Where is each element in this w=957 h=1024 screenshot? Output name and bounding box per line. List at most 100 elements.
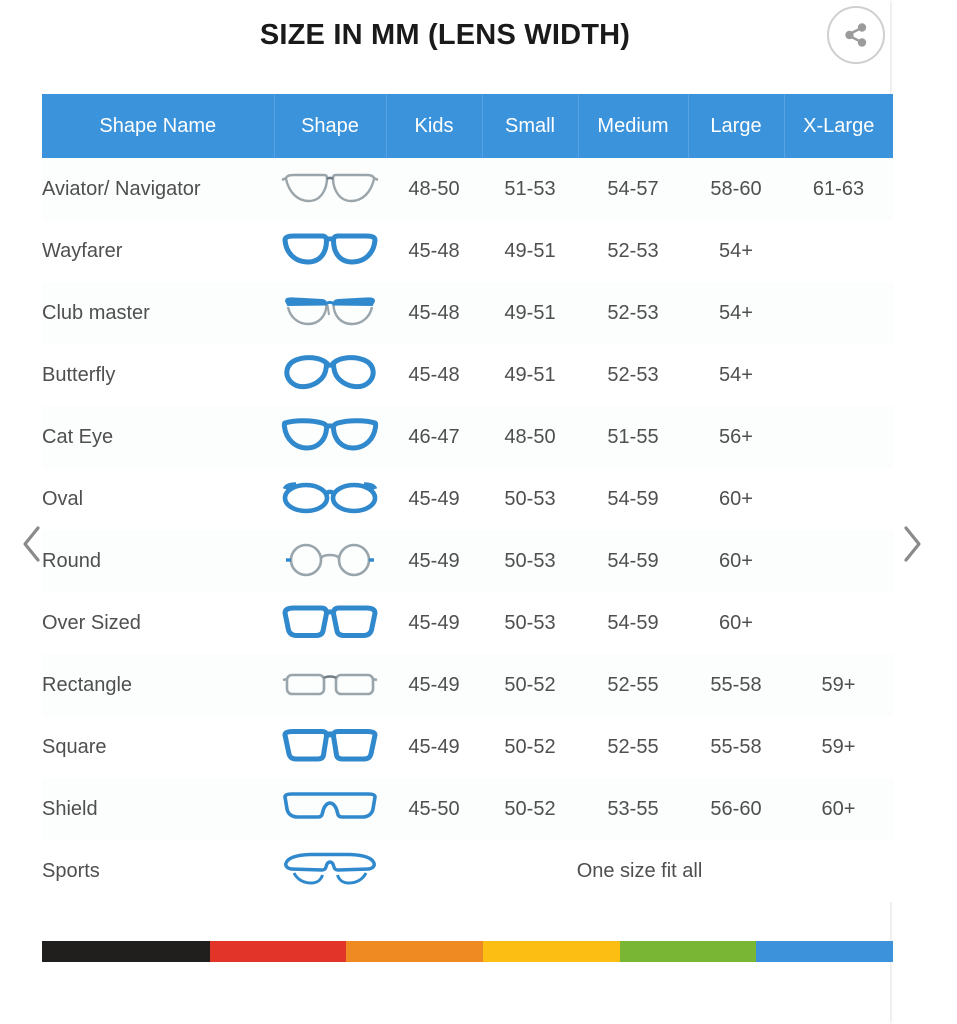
cell-medium: 54-59 (578, 530, 688, 592)
cell-shape-name: Butterfly (42, 344, 274, 406)
cell-xlarge (784, 344, 893, 406)
cell-medium: 52-53 (578, 220, 688, 282)
table-row: Sports One size fit all (42, 840, 893, 902)
column-header-large: Large (688, 94, 785, 158)
cell-small: 51-53 (482, 158, 578, 220)
color-segment-orange (346, 941, 484, 962)
cell-large: 56-60 (688, 778, 784, 840)
cell-kids: 48-50 (386, 158, 482, 220)
cell-shape-icon (274, 468, 386, 530)
oval-glasses-icon (282, 482, 378, 514)
table-row: Cat Eye 46-47 48-50 51-55 56+ (42, 406, 893, 468)
cell-shape-name: Square (42, 716, 274, 778)
cell-xlarge (784, 592, 893, 654)
table-header-row: Shape Name Shape Kids Small Medium Large… (42, 94, 893, 158)
cell-one-size-fit-all: One size fit all (386, 840, 893, 902)
cell-medium: 52-55 (578, 654, 688, 716)
cell-medium: 52-53 (578, 344, 688, 406)
cell-small: 50-53 (482, 530, 578, 592)
cell-xlarge: 59+ (784, 654, 893, 716)
cell-small: 49-51 (482, 282, 578, 344)
cell-kids: 45-49 (386, 530, 482, 592)
cell-shape-icon (274, 406, 386, 468)
cell-large: 60+ (688, 468, 784, 530)
table-row: Rectangle 45-49 50-52 52 (42, 654, 893, 716)
cell-kids: 45-48 (386, 344, 482, 406)
size-chart-table: Shape Name Shape Kids Small Medium Large… (42, 94, 893, 902)
cell-shape-icon (274, 778, 386, 840)
cell-xlarge: 59+ (784, 716, 893, 778)
square-glasses-icon (282, 729, 378, 762)
cell-medium: 54-57 (578, 158, 688, 220)
table-row: Shield 45-50 50-52 53-55 56-60 60+ (42, 778, 893, 840)
cell-shape-icon (274, 282, 386, 344)
size-chart-card: SIZE IN MM (LENS WIDTH) Shape Name Shape… (42, 6, 893, 962)
table-row: Round 45-49 50-53 (42, 530, 893, 592)
cell-shape-icon (274, 716, 386, 778)
cell-kids: 45-48 (386, 282, 482, 344)
cell-medium: 54-59 (578, 592, 688, 654)
cell-small: 48-50 (482, 406, 578, 468)
color-segment-black (42, 941, 210, 962)
color-segment-blue (756, 941, 893, 962)
cell-xlarge (784, 468, 893, 530)
cell-shape-icon (274, 530, 386, 592)
table-row: Wayfarer 45-48 49-51 52-53 54+ (42, 220, 893, 282)
column-header-xlarge: X-Large (784, 94, 893, 158)
cell-small: 50-53 (482, 468, 578, 530)
cell-xlarge (784, 220, 893, 282)
cell-large: 55-58 (688, 716, 784, 778)
page-title: SIZE IN MM (LENS WIDTH) (259, 19, 631, 51)
cell-small: 50-52 (482, 716, 578, 778)
cell-large: 54+ (688, 344, 784, 406)
table-row: Club master (42, 282, 893, 344)
cell-shape-name: Aviator/ Navigator (42, 158, 274, 220)
color-segment-red (209, 941, 347, 962)
cell-shape-icon (274, 592, 386, 654)
cateye-glasses-icon (281, 418, 379, 451)
chevron-left-icon (23, 526, 40, 562)
cell-small: 50-52 (482, 778, 578, 840)
carousel-prev-button[interactable] (8, 520, 56, 568)
cell-shape-icon (274, 344, 386, 406)
share-button[interactable] (827, 6, 885, 64)
table-row: Aviator/ Navigator 48-50 51-53 (42, 158, 893, 220)
cell-kids: 45-49 (386, 592, 482, 654)
table-body: Aviator/ Navigator 48-50 51-53 (42, 158, 893, 902)
cell-shape-name: Rectangle (42, 654, 274, 716)
cell-xlarge: 60+ (784, 778, 893, 840)
cell-large: 55-58 (688, 654, 784, 716)
cell-medium: 53-55 (578, 778, 688, 840)
cell-xlarge (784, 530, 893, 592)
oversized-glasses-icon (282, 605, 378, 638)
column-header-kids: Kids (386, 94, 483, 158)
cell-shape-icon (274, 220, 386, 282)
column-header-small: Small (482, 94, 579, 158)
cell-kids: 45-48 (386, 220, 482, 282)
cell-large: 58-60 (688, 158, 784, 220)
cell-medium: 54-59 (578, 468, 688, 530)
table-row: Over Sized 45-49 50-53 54-59 60 (42, 592, 893, 654)
cell-shape-name: Cat Eye (42, 406, 274, 468)
cell-shape-name: Wayfarer (42, 220, 274, 282)
cell-shape-name: Round (42, 530, 274, 592)
cell-shape-name: Oval (42, 468, 274, 530)
cell-shape-name: Shield (42, 778, 274, 840)
cell-large: 60+ (688, 592, 784, 654)
cell-small: 49-51 (482, 344, 578, 406)
cell-small: 49-51 (482, 220, 578, 282)
butterfly-glasses-icon (284, 355, 376, 390)
table-row: Oval 45-49 50-53 (42, 468, 893, 530)
share-icon (845, 23, 867, 47)
cell-small: 50-52 (482, 654, 578, 716)
table-header: Shape Name Shape Kids Small Medium Large… (42, 94, 893, 158)
cell-kids: 45-49 (386, 654, 482, 716)
cell-medium: 52-55 (578, 716, 688, 778)
cell-kids: 45-49 (386, 716, 482, 778)
carousel-next-button[interactable] (888, 520, 936, 568)
cell-shape-icon (274, 840, 386, 902)
table-row: Butterfly 45-48 49-51 52-53 54+ (42, 344, 893, 406)
cell-medium: 52-53 (578, 282, 688, 344)
cell-large: 54+ (688, 220, 784, 282)
cell-kids: 45-50 (386, 778, 482, 840)
